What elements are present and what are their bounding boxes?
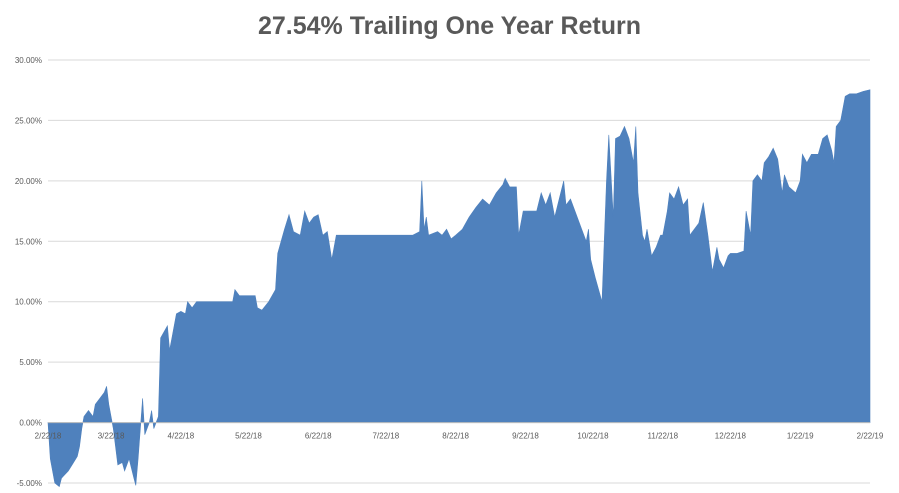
x-tick-label: 12/22/18 [715, 432, 747, 441]
x-tick-label: 1/22/19 [787, 432, 814, 441]
y-tick-label: 0.00% [19, 419, 42, 428]
x-tick-label: 2/22/18 [35, 432, 62, 441]
x-tick-label: 8/22/18 [442, 432, 469, 441]
x-tick-label: 2/22/19 [857, 432, 884, 441]
x-tick-label: 9/22/18 [512, 432, 539, 441]
x-tick-label: 7/22/18 [372, 432, 399, 441]
x-tick-label: 4/22/18 [168, 432, 195, 441]
y-tick-label: 5.00% [19, 358, 42, 367]
y-tick-label: 10.00% [15, 298, 42, 307]
y-tick-label: 20.00% [15, 177, 42, 186]
y-tick-label: 15.00% [15, 237, 42, 246]
chart-title: 27.54% Trailing One Year Return [257, 12, 642, 40]
area-series-0 [47, 89, 871, 488]
x-tick-label: 5/22/18 [235, 432, 262, 441]
x-tick-label: 6/22/18 [305, 432, 332, 441]
x-tick-label: 3/22/18 [98, 432, 125, 441]
y-tick-label: 30.00% [15, 56, 42, 65]
y-tick-label: 25.00% [15, 116, 42, 125]
x-tick-label: 11/22/18 [648, 432, 679, 441]
y-tick-label: -5.00% [17, 479, 42, 488]
x-tick-label: 10/22/18 [577, 432, 609, 441]
